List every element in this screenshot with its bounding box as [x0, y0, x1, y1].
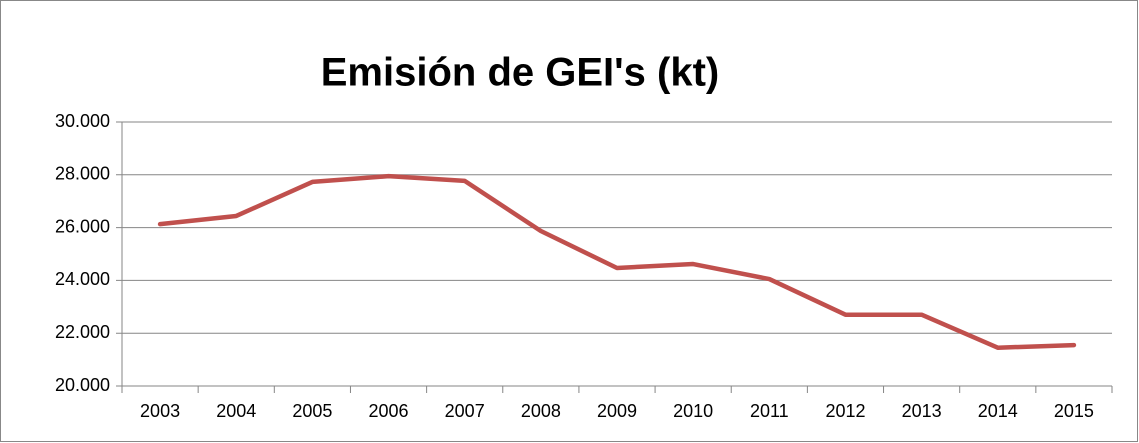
- x-tick-label: 2015: [1054, 401, 1094, 421]
- x-tick-label: 2010: [673, 401, 713, 421]
- x-tick-label: 2011: [750, 401, 789, 421]
- x-tick-label: 2008: [521, 401, 561, 421]
- x-tick-label: 2009: [597, 401, 637, 421]
- x-tick-label: 2014: [978, 401, 1018, 421]
- x-tick-label: 2012: [825, 401, 865, 421]
- y-tick-label: 26.000: [55, 216, 110, 236]
- x-tick-label: 2007: [445, 401, 485, 421]
- y-tick-label: 20.000: [55, 375, 110, 395]
- y-tick-label: 22.000: [55, 322, 110, 342]
- data-line: [157, 173, 1077, 350]
- x-tick-label: 2013: [902, 401, 942, 421]
- chart-title: Emisión de GEI's (kt): [321, 51, 719, 95]
- x-tick-label: 2004: [216, 401, 256, 421]
- y-tick-label: 24.000: [55, 269, 110, 289]
- x-tick-label: 2006: [369, 401, 409, 421]
- x-tick-label: 2003: [140, 401, 180, 421]
- y-tick-label: 28.000: [55, 164, 110, 184]
- y-tick-label: 30.000: [55, 111, 110, 131]
- x-tick-label: 2005: [292, 401, 332, 421]
